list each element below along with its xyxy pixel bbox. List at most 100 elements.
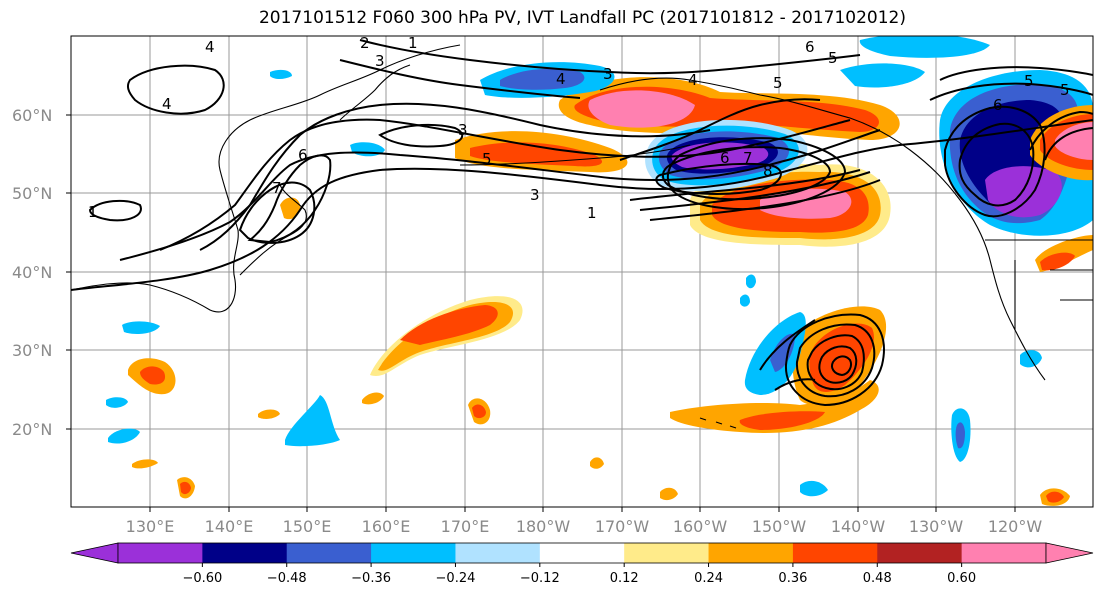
lon-label: 120°W	[988, 517, 1043, 536]
contour-label: 5	[482, 150, 492, 168]
positive-anomaly-hawaii-2	[739, 411, 825, 430]
lon-label: 140°E	[205, 517, 254, 536]
positive-anomaly-wpac-3	[258, 409, 280, 419]
positive-anomaly-wpac-4	[132, 459, 158, 469]
lon-label: 130°E	[126, 517, 175, 536]
negative-anomaly-wpac-3	[106, 397, 128, 408]
alaska-coast	[599, 77, 1046, 381]
colorbar-tick-label: 0.12	[610, 571, 639, 586]
positive-anomaly-subtropics-3	[400, 305, 498, 345]
lon-label: 140°W	[831, 517, 886, 536]
contour-label: 4	[162, 95, 172, 113]
contour-label: 4	[205, 38, 215, 56]
positive-anomaly-sub2	[362, 392, 384, 405]
negative-anomaly-kamchatka	[270, 69, 292, 79]
negative-anomaly-wpac-4	[122, 321, 160, 334]
colorbar-segment	[624, 543, 710, 563]
colorbar-tick-label: 0.48	[863, 571, 892, 586]
lon-label: 170°E	[441, 517, 490, 536]
lat-label: 50°N	[12, 184, 52, 203]
colorbar-ticks	[201, 563, 963, 567]
lat-label: 30°N	[12, 341, 52, 360]
hawaii	[699, 417, 737, 429]
lon-label: 150°W	[752, 517, 807, 536]
contour-label: 3	[603, 65, 613, 83]
contour-label: 7	[272, 179, 282, 197]
positive-anomaly-wpac-6	[180, 481, 191, 495]
positive-anomaly-bering-max	[588, 90, 695, 128]
colorbar-tick-label: 0.24	[694, 571, 723, 586]
ivt-shading	[106, 36, 1093, 506]
colorbar-segment	[708, 543, 794, 563]
positive-anomaly-wpac-2	[140, 366, 166, 385]
contour-label: 2	[360, 34, 370, 52]
lat-labels: 60°N 50°N 40°N 30°N 20°N	[12, 106, 52, 439]
colorbar-tick-label: −0.60	[182, 571, 222, 586]
contour-label: 5	[1060, 81, 1070, 99]
negative-anomaly-north-2	[840, 63, 925, 88]
colorbar-tick-label: −0.24	[436, 571, 476, 586]
positive-anomaly-sub4	[590, 457, 604, 469]
contour-label: 6	[993, 96, 1003, 114]
lat-label: 60°N	[12, 106, 52, 125]
negative-anomaly-bering-2	[500, 68, 585, 90]
colorbar-segment	[455, 543, 541, 563]
pv-contours	[71, 39, 1093, 407]
contour-label: 3	[530, 186, 540, 204]
negative-anomaly-wpac	[285, 395, 340, 447]
lon-label: 180°W	[516, 517, 571, 536]
contour-label: 6	[805, 38, 815, 56]
colorbar-segment	[118, 543, 203, 563]
positive-anomaly-coast-3	[1055, 122, 1093, 160]
negative-anomaly-eastpac-2	[770, 333, 795, 372]
lon-label: 160°W	[673, 517, 728, 536]
colorbar-tick-label: −0.36	[351, 571, 391, 586]
negative-anomaly-subtropics-e2	[955, 422, 965, 449]
contour-label: 6	[298, 146, 308, 164]
colorbar-min-extend	[70, 542, 119, 564]
negative-anomaly-north	[859, 36, 990, 58]
contour-label: 1	[88, 203, 98, 221]
colorbar-tick-label: −0.48	[267, 571, 307, 586]
lon-label: 170°W	[595, 517, 650, 536]
negative-anomaly-subtropics-e4	[800, 480, 828, 497]
colorbar-segment	[286, 543, 372, 563]
negative-anomaly-sub5	[740, 294, 750, 307]
map-title: 2017101512 F060 300 hPa PV, IVT Landfall…	[258, 8, 906, 28]
colorbar: −0.60 −0.48 −0.36 −0.24 −0.12 0.12 0.24 0.36 0.4…	[70, 542, 1094, 586]
lon-label: 150°E	[283, 517, 332, 536]
contour-label: 5	[1024, 72, 1034, 90]
contour-label: 1	[408, 34, 418, 52]
contour-label: 7	[743, 149, 753, 167]
contour-label: 5	[828, 49, 838, 67]
contour-label: 5	[773, 74, 783, 92]
contour-label: 8	[763, 162, 773, 180]
positive-anomaly-subtropics-e2	[1046, 491, 1064, 503]
colorbar-max-extend	[1045, 542, 1094, 564]
colorbar-segment	[961, 543, 1047, 563]
positive-anomaly-hawaii	[670, 380, 879, 434]
colorbar-tick-label: −0.12	[520, 571, 560, 586]
colorbar-segments	[117, 542, 1047, 564]
positive-anomaly-japan	[280, 197, 301, 220]
contour-label: 3	[458, 121, 468, 139]
lat-label: 40°N	[12, 263, 52, 282]
contour-label: 4	[688, 71, 698, 89]
contour-label: 6	[720, 149, 730, 167]
asia-coast	[71, 44, 461, 313]
lat-label: 20°N	[12, 420, 52, 439]
lon-label: 130°W	[909, 517, 964, 536]
positive-anomaly-sub5	[660, 487, 678, 501]
colorbar-segment	[792, 543, 878, 563]
contour-labels: 4 3 2 1 4 3 6 5 4 5 6 5 6 7 8 3 5 4 1 1 …	[88, 34, 1070, 222]
negative-anomaly-wpac-2	[108, 428, 140, 444]
us-border	[985, 239, 1093, 330]
colorbar-segment	[877, 543, 963, 563]
contour-label: 3	[375, 52, 385, 70]
colorbar-labels: −0.60 −0.48 −0.36 −0.24 −0.12 0.12 0.24 0.36 0.4…	[182, 571, 976, 586]
colorbar-segment	[202, 543, 288, 563]
lat-ticks	[66, 114, 71, 430]
colorbar-tick-label: 0.60	[947, 571, 976, 586]
positive-anomaly-sub3b	[472, 404, 486, 419]
